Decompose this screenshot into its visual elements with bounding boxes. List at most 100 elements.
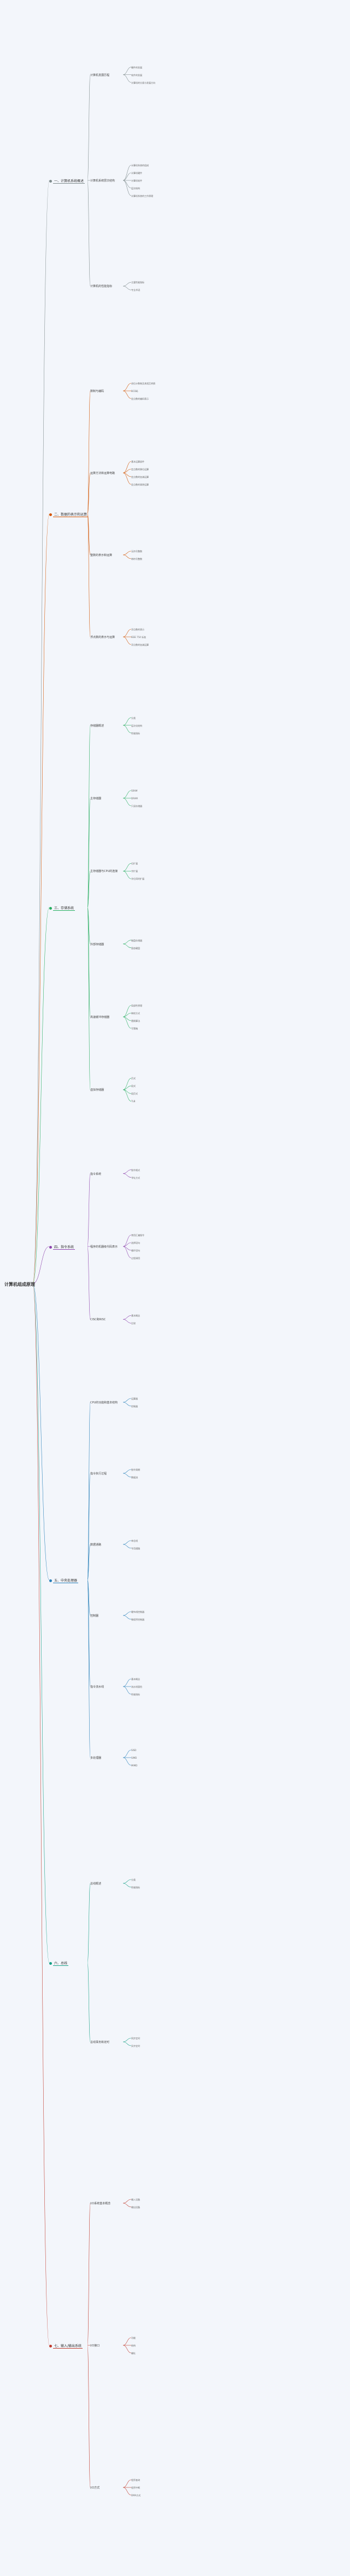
subtopic-node[interactable]: 功能 — [131, 2337, 136, 2339]
topic-node[interactable]: 浮点数的表示与运算 — [90, 636, 115, 639]
subtopic-node[interactable]: 控制器 — [131, 1405, 138, 1408]
subtopic-node[interactable]: 寻址方式 — [131, 1176, 140, 1179]
subtopic-node[interactable]: 循环语句 — [131, 1249, 140, 1252]
subtopic-node[interactable]: 硬件的发展 — [131, 66, 142, 69]
subtopic-node[interactable]: 性能指标 — [131, 1693, 140, 1696]
subtopic-node[interactable]: 固态硬盘 — [131, 946, 140, 950]
subtopic-node[interactable]: 程序查询 — [131, 2479, 140, 2481]
subtopic-node[interactable]: 定点数的移位运算 — [131, 468, 149, 471]
subtopic-node[interactable]: 程序中断 — [131, 2486, 140, 2489]
topic-node[interactable]: CISC和RISC — [90, 1318, 106, 1322]
subtopic-node[interactable]: 写策略 — [131, 1027, 138, 1030]
subtopic-node[interactable]: TLB — [131, 1100, 136, 1103]
subtopic-node[interactable]: 软件的发展 — [131, 73, 142, 77]
topic-node[interactable]: I/O方式 — [90, 2486, 100, 2490]
subtopic-node[interactable]: 定点数的乘除运算 — [131, 483, 149, 486]
subtopic-node[interactable]: 浮点数的表示 — [131, 628, 144, 631]
branch-node[interactable]: 一、计算机系统概述 — [49, 178, 85, 184]
topic-node[interactable]: 指令执行过程 — [90, 1472, 107, 1476]
branch-node[interactable]: 五、中央处理器 — [49, 1578, 79, 1583]
subtopic-node[interactable]: 页式 — [131, 1077, 136, 1080]
subtopic-node[interactable]: 专业术语 — [131, 289, 140, 292]
subtopic-node[interactable]: 替换算法 — [131, 1020, 140, 1022]
subtopic-node[interactable]: 字扩展 — [131, 870, 138, 873]
branch-node[interactable]: 三、存储系统 — [49, 905, 75, 911]
subtopic-node[interactable]: 单总线 — [131, 1539, 138, 1542]
branch-node[interactable]: 六、总线 — [49, 1960, 69, 1966]
subtopic-node[interactable]: 段式 — [131, 1085, 136, 1088]
root-title[interactable]: 计算机组成原理 — [4, 1282, 35, 1287]
topic-node[interactable]: I/O系统基本概念 — [90, 2202, 111, 2205]
subtopic-node[interactable]: 计算机硬件 — [131, 172, 142, 174]
subtopic-node[interactable]: 流水线冒险 — [131, 1685, 142, 1688]
topic-node[interactable]: 主存储器 — [90, 797, 102, 800]
subtopic-node[interactable]: 硬布线控制器 — [131, 1611, 144, 1613]
topic-node[interactable]: 计算机的性能指标 — [90, 285, 113, 289]
subtopic-node[interactable]: SRAM — [131, 789, 138, 792]
subtopic-node[interactable]: 局部性原理 — [131, 1004, 142, 1007]
topic-node[interactable]: 程序的机器级代码表示 — [90, 1245, 118, 1249]
subtopic-node[interactable]: 比较 — [131, 1322, 136, 1325]
subtopic-node[interactable]: BCD码 — [131, 390, 138, 393]
subtopic-node[interactable]: 同步定时 — [131, 2037, 140, 2040]
subtopic-node[interactable]: 无符号整数 — [131, 550, 142, 553]
subtopic-node[interactable]: 计算机系统的组成 — [131, 164, 149, 167]
topic-node[interactable]: 虚拟存储器 — [90, 1088, 104, 1092]
subtopic-node[interactable]: 基本概念 — [131, 1314, 140, 1318]
topic-node[interactable]: 主存储器与CPU的连接 — [90, 870, 118, 874]
topic-node[interactable]: I/O接口 — [90, 2344, 100, 2347]
topic-node[interactable]: 存储器概述 — [90, 724, 104, 728]
subtopic-node[interactable]: 计算机的分类与发展方向 — [131, 81, 155, 84]
subtopic-node[interactable]: DRAM — [131, 797, 138, 800]
topic-node[interactable]: 多处理器 — [90, 1757, 102, 1760]
subtopic-node[interactable]: 计算机软件 — [131, 179, 142, 182]
subtopic-node[interactable]: 专用通路 — [131, 1547, 140, 1550]
subtopic-node[interactable]: 运算器 — [131, 1397, 138, 1400]
branch-node[interactable]: 四、指令系统 — [49, 1244, 75, 1250]
subtopic-node[interactable]: 定点数的加减运算 — [131, 476, 149, 478]
topic-node[interactable]: 整数的表示和运算 — [90, 554, 113, 557]
subtopic-node[interactable]: 编址 — [131, 2352, 136, 2355]
subtopic-node[interactable]: SIMD — [131, 1757, 137, 1759]
topic-node[interactable]: 指令系统 — [90, 1172, 102, 1176]
subtopic-node[interactable]: 带符号整数 — [131, 558, 142, 560]
subtopic-node[interactable]: 指令周期 — [131, 1468, 140, 1471]
subtopic-node[interactable]: 计算机系统的工作原理 — [131, 195, 153, 197]
subtopic-node[interactable]: IEEE 754 标准 — [131, 636, 146, 639]
subtopic-node[interactable]: 进位计数制及其相互转换 — [131, 382, 155, 385]
subtopic-node[interactable]: 定点数的编码表示 — [131, 397, 149, 400]
subtopic-node[interactable]: 数据流 — [131, 1476, 138, 1479]
subtopic-node[interactable]: 层次化结构 — [131, 724, 142, 727]
subtopic-node[interactable]: 基本概念 — [131, 1678, 140, 1681]
subtopic-node[interactable]: 选择语句 — [131, 1242, 140, 1244]
branch-node[interactable]: 七、输入/输出系统 — [49, 2343, 83, 2349]
subtopic-node[interactable]: 输出设备 — [131, 2206, 140, 2209]
topic-node[interactable]: 计算机发展历程 — [90, 73, 110, 77]
topic-node[interactable]: 总线事务和定时 — [90, 2041, 110, 2044]
topic-node[interactable]: 外部存储器 — [90, 942, 104, 946]
subtopic-node[interactable]: 位扩展 — [131, 862, 138, 865]
topic-node[interactable]: 计算机系统层次结构 — [90, 179, 115, 183]
topic-node[interactable]: CPU的功能和基本结构 — [90, 1401, 118, 1404]
subtopic-node[interactable]: 字位同时扩展 — [131, 877, 144, 881]
subtopic-node[interactable]: 浮点数的加减运算 — [131, 643, 149, 646]
topic-node[interactable]: 总线概述 — [90, 1882, 102, 1886]
subtopic-node[interactable]: MIMD — [131, 1764, 138, 1767]
branch-node[interactable]: 二、数据的表示和运算 — [49, 512, 89, 517]
subtopic-node[interactable]: 过程调用 — [131, 1257, 140, 1260]
topic-node[interactable]: 控制器 — [90, 1614, 99, 1618]
subtopic-node[interactable]: 结构 — [131, 2344, 136, 2347]
subtopic-node[interactable]: 输入设备 — [131, 2198, 140, 2201]
subtopic-node[interactable]: DMA方式 — [131, 2494, 141, 2497]
subtopic-node[interactable]: 只读存储器 — [131, 805, 142, 807]
subtopic-node[interactable]: 层次结构 — [131, 187, 140, 190]
subtopic-node[interactable]: 异步定时 — [131, 2045, 140, 2047]
subtopic-node[interactable]: 段页式 — [131, 1092, 138, 1096]
subtopic-node[interactable]: 分类 — [131, 716, 136, 719]
subtopic-node[interactable]: 映射方式 — [131, 1012, 140, 1015]
subtopic-node[interactable]: 基本运算部件 — [131, 460, 144, 463]
subtopic-node[interactable]: 微程序控制器 — [131, 1618, 144, 1621]
subtopic-node[interactable]: 磁盘存储器 — [131, 939, 142, 942]
topic-node[interactable]: 指令流水线 — [90, 1685, 104, 1689]
topic-node[interactable]: 数据通路 — [90, 1543, 102, 1547]
